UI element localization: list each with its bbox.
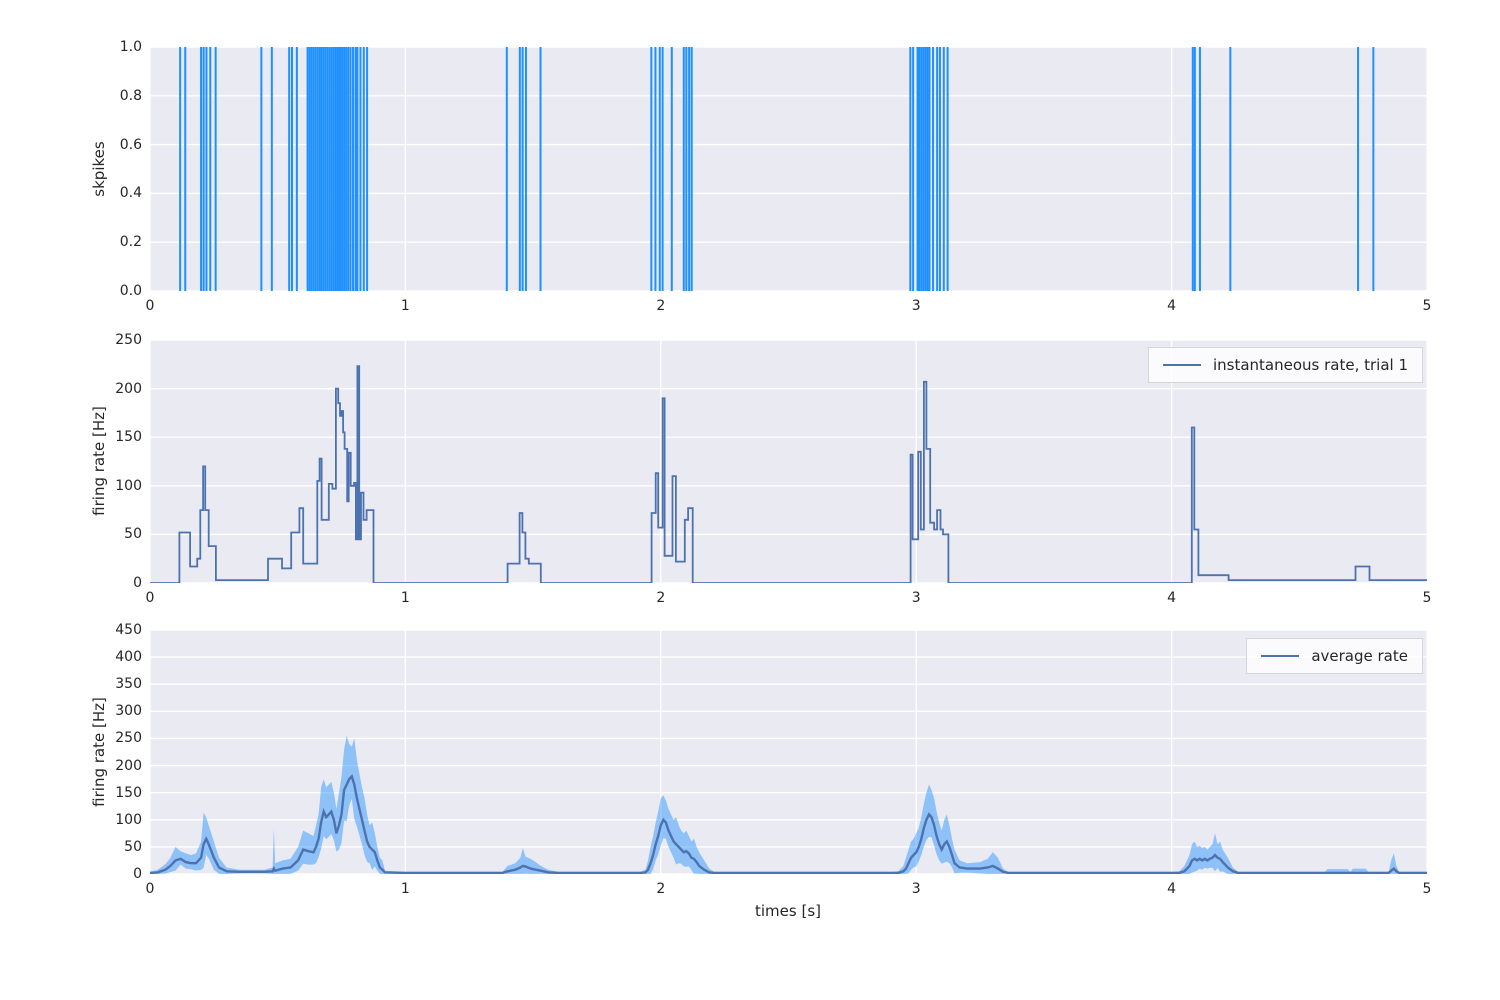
y-tick-label: 300 bbox=[115, 703, 142, 720]
y-tick-label: 250 bbox=[115, 332, 142, 348]
legend-average-rate: average rate bbox=[1246, 638, 1423, 674]
x-tick-label: 3 bbox=[911, 590, 921, 606]
x-tick-label: 2 bbox=[656, 881, 666, 897]
spike-train bbox=[179, 47, 1375, 291]
legend-line-swatch bbox=[1162, 364, 1201, 366]
x-tick-label: 5 bbox=[1422, 590, 1432, 606]
y-tick-label: 150 bbox=[115, 784, 142, 801]
y-tick-label: 50 bbox=[124, 526, 142, 543]
y-tick-label: 400 bbox=[115, 649, 142, 666]
y-tick-label: 0.6 bbox=[119, 136, 142, 153]
gridlines bbox=[150, 340, 1427, 583]
x-tick-label: 4 bbox=[1167, 881, 1177, 897]
x-tick-label: 3 bbox=[911, 881, 921, 897]
x-tick-label: 0 bbox=[145, 881, 155, 897]
x-tick-label: 1 bbox=[400, 881, 410, 897]
x-tick-label: 4 bbox=[1167, 298, 1177, 314]
y-tick-label: 50 bbox=[124, 838, 142, 855]
y-tick-label: 0.0 bbox=[119, 283, 142, 299]
x-tick-label: 1 bbox=[400, 590, 410, 606]
x-tick-label: 1 bbox=[400, 298, 410, 314]
y-tick-label: 100 bbox=[115, 811, 142, 828]
y-tick-label: 0 bbox=[133, 575, 142, 591]
legend-label: instantaneous rate, trial 1 bbox=[1212, 356, 1408, 374]
y-tick-label: 250 bbox=[115, 730, 142, 747]
instantaneous-rate-line bbox=[150, 365, 1427, 583]
gridlines bbox=[150, 630, 1427, 874]
y-tick-label: 150 bbox=[115, 429, 142, 446]
y-tick-label: 1.0 bbox=[119, 39, 142, 55]
x-tick-label: 2 bbox=[656, 590, 666, 606]
ax0-canvas bbox=[150, 47, 1427, 291]
x-tick-label: 3 bbox=[911, 298, 921, 314]
x-tick-label: 5 bbox=[1422, 881, 1432, 897]
x-tick-label: 4 bbox=[1167, 590, 1177, 606]
y-tick-label: 100 bbox=[115, 477, 142, 494]
x-tick-label: 0 bbox=[145, 298, 155, 314]
legend-label: average rate bbox=[1311, 647, 1408, 665]
axes-background bbox=[150, 630, 1427, 874]
y-tick-label: 0.8 bbox=[119, 87, 142, 104]
y-tick-label: 450 bbox=[115, 622, 142, 638]
x-tick-label: 0 bbox=[145, 590, 155, 606]
average-rate-line bbox=[150, 774, 1427, 874]
y-tick-label: 200 bbox=[115, 380, 142, 397]
legend-instantaneous-rate: instantaneous rate, trial 1 bbox=[1147, 347, 1423, 383]
ax2-canvas bbox=[150, 630, 1427, 874]
x-tick-label: 2 bbox=[656, 298, 666, 314]
y-tick-label: 0.4 bbox=[119, 185, 142, 202]
x-axis-label: times [s] bbox=[755, 902, 821, 920]
x-tick-label: 5 bbox=[1422, 298, 1432, 314]
y-tick-label: 350 bbox=[115, 676, 142, 693]
y-tick-label: 0 bbox=[133, 866, 142, 882]
instantaneous-rate-ylabel: firing rate [Hz] bbox=[90, 406, 108, 516]
legend-line-swatch bbox=[1261, 655, 1300, 657]
average-rate-plot bbox=[150, 630, 1427, 874]
y-tick-label: 200 bbox=[115, 757, 142, 774]
y-tick-label: 0.2 bbox=[119, 234, 142, 251]
spike-raster-plot bbox=[150, 47, 1427, 291]
